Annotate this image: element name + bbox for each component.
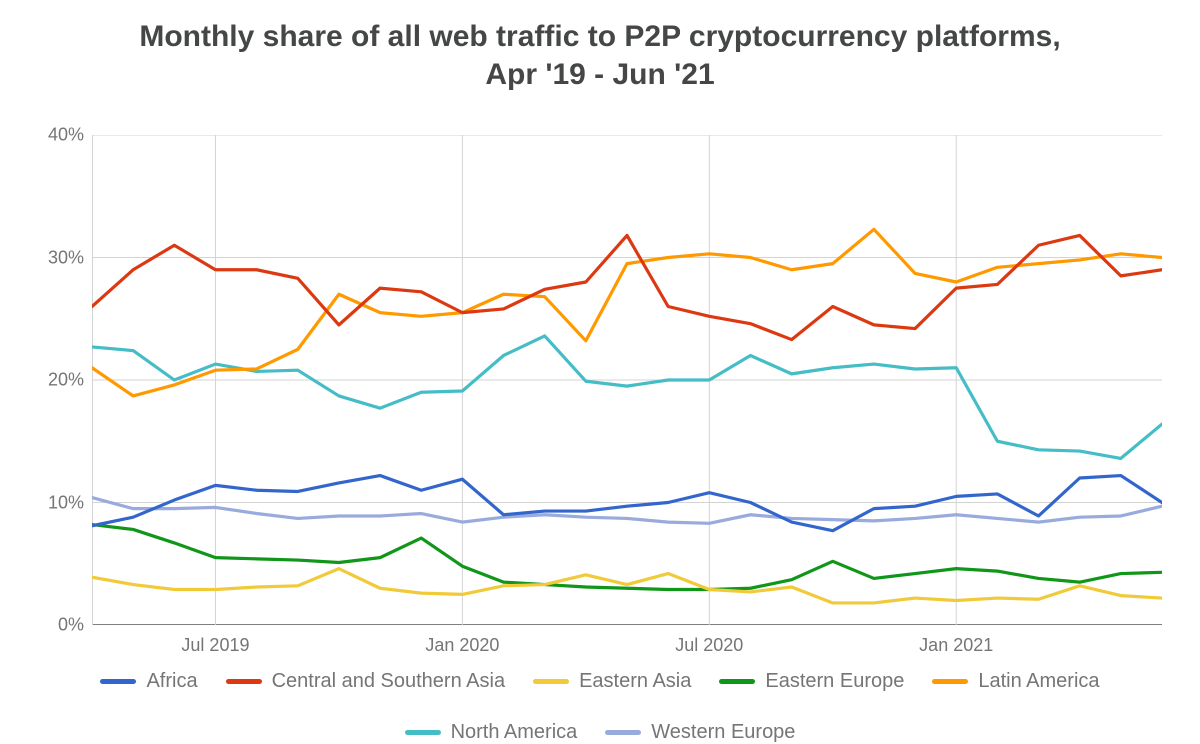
legend-swatch xyxy=(405,730,441,735)
legend-item-csa: Central and Southern Asia xyxy=(226,670,506,693)
y-axis-tick-label: 10% xyxy=(32,492,84,513)
legend-label: Eastern Europe xyxy=(765,670,904,693)
legend-item-na: North America xyxy=(405,721,578,744)
legend-item-easia: Eastern Asia xyxy=(533,670,691,693)
legend-row: Africa Central and Southern Asia Eastern A… xyxy=(0,670,1200,693)
legend-item-latam: Latin America xyxy=(932,670,1099,693)
chart-title: Monthly share of all web traffic to P2P … xyxy=(0,18,1200,93)
x-axis-tick-label: Jul 2019 xyxy=(181,635,249,656)
plot-svg xyxy=(92,135,1162,625)
y-axis-tick-label: 20% xyxy=(32,370,84,391)
series-line-na xyxy=(92,336,1162,459)
series-line-eeur xyxy=(92,525,1162,590)
x-axis-tick-label: Jan 2020 xyxy=(425,635,499,656)
legend-label: North America xyxy=(451,721,578,744)
series-line-africa xyxy=(92,476,1162,531)
legend-swatch xyxy=(226,679,262,684)
series-line-csa xyxy=(92,235,1162,339)
legend-label: Africa xyxy=(146,670,197,693)
x-axis-tick-label: Jan 2021 xyxy=(919,635,993,656)
legend-swatch xyxy=(533,679,569,684)
y-axis-tick-label: 30% xyxy=(32,247,84,268)
legend-label: Central and Southern Asia xyxy=(272,670,506,693)
legend-label: Eastern Asia xyxy=(579,670,691,693)
legend-label: Western Europe xyxy=(651,721,795,744)
legend-swatch xyxy=(605,730,641,735)
series-line-easia xyxy=(92,569,1162,603)
legend-item-africa: Africa xyxy=(100,670,197,693)
legend-item-eeur: Eastern Europe xyxy=(719,670,904,693)
y-axis-tick-label: 40% xyxy=(32,125,84,146)
series-line-weur xyxy=(92,498,1162,524)
legend-row: North America Western Europe xyxy=(0,721,1200,744)
chart-container: Monthly share of all web traffic to P2P … xyxy=(0,0,1200,742)
legend-item-weur: Western Europe xyxy=(605,721,795,744)
legend-swatch xyxy=(100,679,136,684)
plot-area: 0%10%20%30%40%Jul 2019Jan 2020Jul 2020Ja… xyxy=(92,135,1162,625)
legend-swatch xyxy=(932,679,968,684)
legend-label: Latin America xyxy=(978,670,1099,693)
y-axis-tick-label: 0% xyxy=(32,615,84,636)
legend: Africa Central and Southern Asia Eastern A… xyxy=(0,670,1200,744)
x-axis-tick-label: Jul 2020 xyxy=(675,635,743,656)
legend-swatch xyxy=(719,679,755,684)
